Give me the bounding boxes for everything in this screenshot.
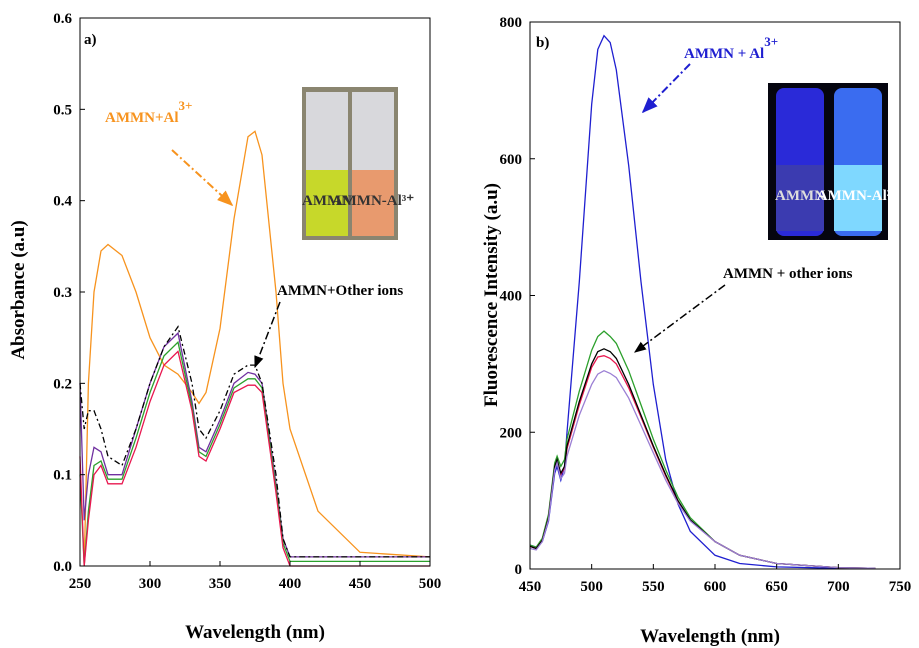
y-tick-label: 600 xyxy=(500,152,523,168)
y-tick-label: 0.6 xyxy=(53,11,72,27)
data-line xyxy=(79,325,430,558)
data-line xyxy=(83,130,431,567)
y-tick-label: 200 xyxy=(500,425,523,441)
x-axis-title: Wavelength (nm) xyxy=(185,622,325,643)
annotation-sup: 3+ xyxy=(179,98,193,113)
panel-label: a) xyxy=(84,32,97,48)
data-line xyxy=(79,350,430,567)
inset-label: AMMN-Al³⁺ xyxy=(817,188,899,204)
annotation: AMMN + other ions xyxy=(723,266,853,282)
x-tick-label: 500 xyxy=(419,576,442,592)
x-tick-label: 700 xyxy=(827,579,850,595)
x-tick-label: 350 xyxy=(209,576,232,592)
data-line xyxy=(529,355,876,569)
x-tick-label: 400 xyxy=(279,576,302,592)
y-axis-title: Fluorescence Intensity (a.u) xyxy=(481,183,502,407)
y-tick-label: 0.0 xyxy=(53,559,72,575)
arrow xyxy=(171,149,234,207)
y-tick-label: 0.2 xyxy=(53,376,72,392)
x-tick-label: 300 xyxy=(139,576,162,592)
x-tick-label: 750 xyxy=(889,579,912,595)
y-tick-label: 800 xyxy=(500,15,523,31)
inset-photo: AMMN AMMN-Al³⁺ xyxy=(302,87,414,240)
x-tick-label: 650 xyxy=(765,579,788,595)
arrow xyxy=(641,63,691,114)
y-tick-label: 0.1 xyxy=(53,468,72,484)
annotation-text: AMMN + Al xyxy=(684,46,764,62)
arrow xyxy=(254,301,281,369)
y-tick-label: 0.3 xyxy=(53,285,72,301)
x-tick-label: 500 xyxy=(580,579,603,595)
x-tick-label: 450 xyxy=(519,579,542,595)
x-tick-label: 450 xyxy=(349,576,372,592)
x-tick-label: 250 xyxy=(69,576,92,592)
y-tick-label: 400 xyxy=(500,289,523,305)
annotation: AMMN + Al3+ xyxy=(684,34,778,62)
x-axis-title: Wavelength (nm) xyxy=(640,626,780,647)
annotation-sup: 3+ xyxy=(764,34,778,49)
data-line xyxy=(529,34,876,569)
x-tick-label: 600 xyxy=(704,579,727,595)
annotation: AMMN+Other ions xyxy=(277,283,403,299)
annotation-text: AMMN+Al xyxy=(105,110,179,126)
y-tick-label: 0.5 xyxy=(53,102,72,118)
data-line xyxy=(529,330,876,569)
inset-photo: AMMN AMMN-Al³⁺ xyxy=(768,83,899,240)
x-tick-label: 550 xyxy=(642,579,665,595)
y-tick-label: 0 xyxy=(515,562,523,578)
data-line xyxy=(79,340,430,567)
annotation: AMMN+Al3+ xyxy=(105,98,192,126)
y-tick-label: 0.4 xyxy=(53,194,72,210)
panel-label: b) xyxy=(536,35,549,51)
data-line xyxy=(529,369,876,569)
inset-label: AMMN-Al³⁺ xyxy=(332,193,414,209)
arrow xyxy=(634,284,726,353)
y-axis-title: Absorbance (a.u) xyxy=(8,220,29,359)
inset-label: AMMN xyxy=(775,188,825,204)
inset-label: AMMN xyxy=(302,193,352,209)
